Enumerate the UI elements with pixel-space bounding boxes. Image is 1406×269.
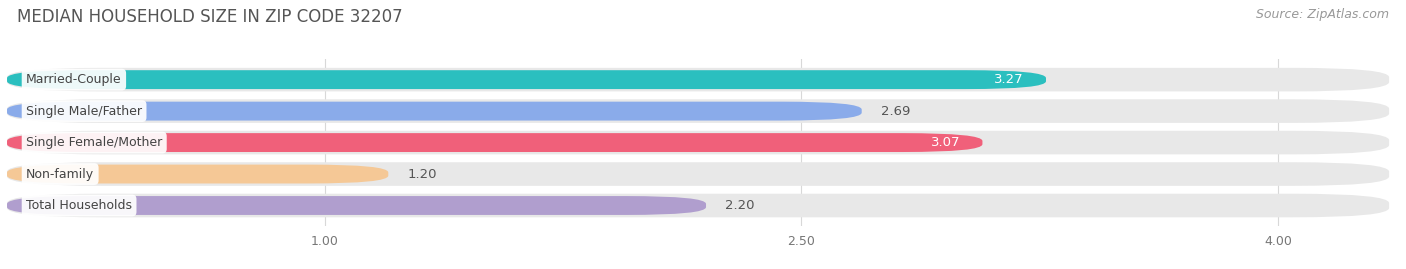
Text: Source: ZipAtlas.com: Source: ZipAtlas.com — [1256, 8, 1389, 21]
Text: Non-family: Non-family — [27, 168, 94, 180]
FancyBboxPatch shape — [7, 194, 1389, 217]
FancyBboxPatch shape — [7, 102, 862, 121]
Text: Total Households: Total Households — [27, 199, 132, 212]
Text: 3.07: 3.07 — [931, 136, 960, 149]
FancyBboxPatch shape — [7, 99, 1389, 123]
Text: 1.20: 1.20 — [408, 168, 437, 180]
Text: 2.69: 2.69 — [880, 105, 910, 118]
Text: Single Female/Mother: Single Female/Mother — [27, 136, 162, 149]
FancyBboxPatch shape — [7, 133, 983, 152]
Text: MEDIAN HOUSEHOLD SIZE IN ZIP CODE 32207: MEDIAN HOUSEHOLD SIZE IN ZIP CODE 32207 — [17, 8, 402, 26]
FancyBboxPatch shape — [7, 131, 1389, 154]
Text: Single Male/Father: Single Male/Father — [27, 105, 142, 118]
FancyBboxPatch shape — [7, 70, 1046, 89]
FancyBboxPatch shape — [7, 162, 1389, 186]
FancyBboxPatch shape — [7, 165, 388, 183]
Text: 3.27: 3.27 — [994, 73, 1024, 86]
FancyBboxPatch shape — [7, 68, 1389, 91]
FancyBboxPatch shape — [7, 196, 706, 215]
Text: Married-Couple: Married-Couple — [27, 73, 122, 86]
Text: 2.20: 2.20 — [725, 199, 755, 212]
